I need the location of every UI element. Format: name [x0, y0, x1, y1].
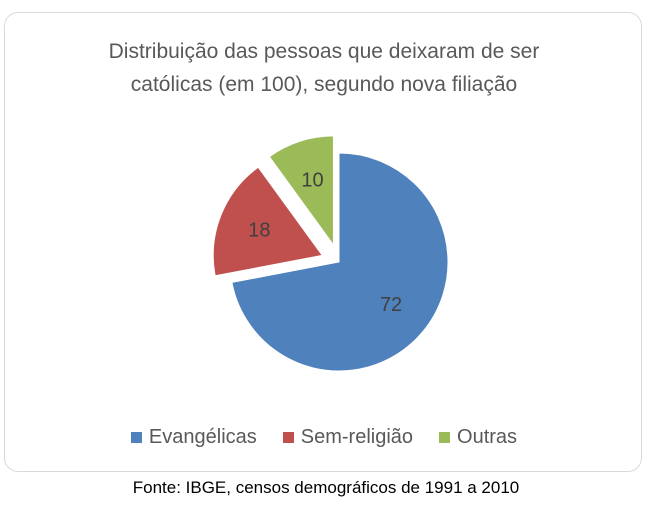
- legend-item: Evangélicas: [130, 426, 257, 449]
- chart-frame: Distribuição das pessoas que deixaram de…: [4, 12, 642, 472]
- legend-swatch: [439, 432, 451, 443]
- legend-label: Evangélicas: [148, 426, 257, 448]
- legend-label: Outras: [457, 426, 518, 448]
- data-label-evang-licas: 72: [380, 294, 402, 316]
- pie-slice-evang-licas: [231, 152, 449, 372]
- legend: Evangélicas Sem-religião Outras: [5, 426, 643, 449]
- data-label-outras: 10: [301, 170, 323, 192]
- chart-title: Distribuição das pessoas que deixaram de…: [108, 40, 540, 96]
- legend-swatch: [282, 432, 294, 443]
- pie-slice-outras: [268, 135, 334, 247]
- pie-slice-sem-religi-o: [212, 166, 324, 277]
- legend-item: Sem-religião: [282, 426, 414, 449]
- pie-chart: 72 18 10: [212, 135, 449, 372]
- data-label-sem-religi-o: 18: [248, 219, 270, 241]
- legend-label: Sem-religião: [300, 426, 414, 448]
- source-note: Fonte: IBGE, censos demográficos de 1991…: [132, 478, 520, 497]
- legend-swatch: [130, 432, 142, 443]
- legend-item: Outras: [439, 426, 517, 449]
